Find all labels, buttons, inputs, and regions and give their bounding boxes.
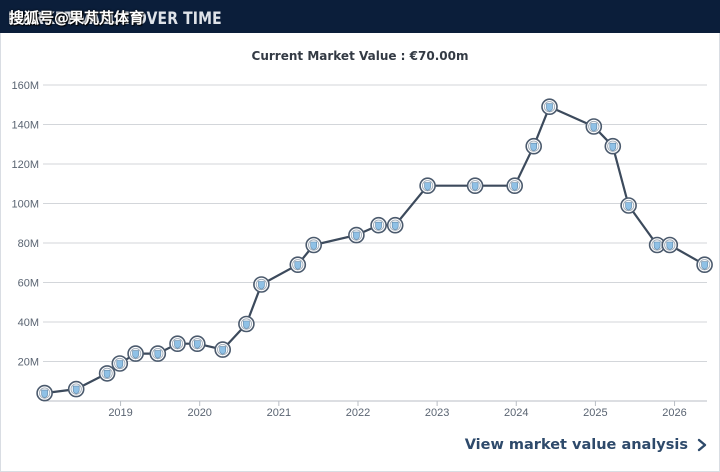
data-point-marker: [585, 118, 603, 135]
club-crest-icon: [154, 350, 162, 359]
y-tick-label: 80M: [18, 238, 39, 250]
x-tick-label: 2020: [187, 407, 211, 419]
club-crest-icon: [653, 241, 661, 250]
club-crest-icon: [174, 340, 181, 349]
club-crest-icon: [103, 370, 111, 379]
data-point-marker: [253, 276, 270, 293]
club-crest-icon: [294, 261, 302, 270]
data-point-marker: [169, 335, 186, 353]
y-tick-label: 40M: [18, 317, 39, 329]
data-point-marker: [370, 216, 387, 234]
club-crest-icon: [243, 320, 250, 329]
club-crest-icon: [546, 103, 553, 112]
data-point-marker: [661, 236, 679, 254]
view-analysis-link[interactable]: View market value analysis: [465, 437, 708, 453]
club-crest-icon: [132, 350, 139, 359]
data-point-marker: [386, 216, 404, 234]
club-crest-icon: [590, 123, 598, 132]
x-tick-label: 2022: [346, 407, 370, 419]
club-crest-icon: [219, 346, 226, 355]
chevron-right-icon: [697, 438, 707, 452]
data-point-marker: [214, 341, 231, 358]
y-tick-label: 20M: [18, 357, 39, 369]
club-crest-icon: [424, 182, 431, 191]
data-point-marker: [525, 137, 543, 155]
data-point-marker: [67, 380, 85, 398]
data-point-marker: [305, 236, 323, 254]
data-point-marker: [620, 197, 637, 214]
club-crest-icon: [609, 142, 617, 152]
section-header: MARKET VALUE OVER TIME 搜狐号@果芃芃体育: [0, 0, 720, 33]
club-crest-icon: [310, 241, 318, 250]
data-point-marker: [466, 177, 484, 194]
data-point-marker: [506, 177, 524, 194]
data-point-marker: [111, 355, 129, 372]
view-analysis-label: View market value analysis: [464, 437, 688, 453]
x-tick-label: 2026: [662, 407, 686, 419]
club-crest-icon: [701, 261, 708, 270]
data-point-marker: [98, 365, 116, 382]
club-crest-icon: [530, 142, 538, 152]
club-crest-icon: [391, 221, 399, 231]
y-tick-label: 120M: [11, 159, 39, 171]
club-crest-icon: [625, 202, 632, 211]
club-crest-icon: [41, 389, 48, 399]
club-crest-icon: [511, 182, 519, 191]
club-crest-icon: [116, 360, 124, 369]
watermark-overlay: 搜狐号@果芃芃体育: [9, 9, 145, 27]
data-point-marker: [127, 345, 144, 362]
club-crest-icon: [258, 281, 265, 290]
y-tick-label: 160M: [11, 80, 39, 92]
club-crest-icon: [375, 221, 382, 231]
y-tick-label: 60M: [18, 278, 39, 290]
data-point-marker: [36, 384, 53, 402]
y-tick-label: 100M: [11, 199, 39, 211]
club-crest-icon: [666, 241, 674, 250]
data-point-marker: [189, 335, 206, 353]
club-crest-icon: [72, 385, 80, 395]
club-crest-icon: [471, 182, 479, 191]
data-point-marker: [604, 137, 622, 155]
data-point-marker: [419, 177, 436, 194]
data-point-marker: [238, 315, 255, 333]
data-point-marker: [696, 256, 713, 274]
data-point-marker: [348, 226, 365, 244]
x-tick-label: 2021: [267, 407, 291, 419]
x-tick-label: 2025: [583, 407, 607, 419]
x-tick-label: 2019: [108, 407, 132, 419]
x-tick-label: 2023: [425, 407, 449, 419]
data-point-marker: [289, 256, 307, 274]
data-point-marker: [149, 345, 167, 362]
section-title: MARKET VALUE OVER TIME: [8, 9, 222, 29]
x-tick-label: 2024: [504, 407, 528, 419]
data-point-marker: [541, 98, 558, 115]
y-tick-label: 140M: [11, 120, 39, 132]
club-crest-icon: [353, 231, 360, 241]
club-crest-icon: [194, 340, 201, 349]
chart-title: Current Market Value : €70.00m: [251, 49, 469, 63]
